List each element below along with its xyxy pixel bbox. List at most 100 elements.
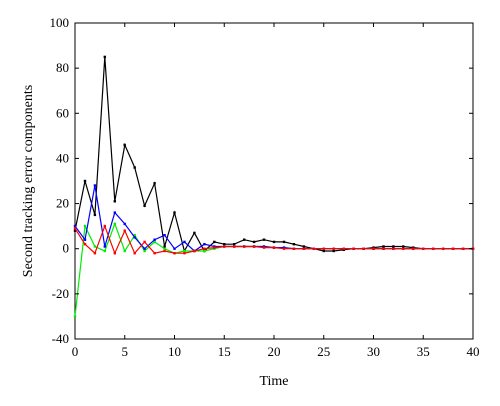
series-point-0 — [163, 245, 166, 248]
series-point-3 — [163, 249, 166, 253]
x-tick-label: 15 — [218, 344, 231, 359]
series-point-3 — [133, 252, 136, 255]
series-point-3 — [461, 247, 465, 250]
series-point-1 — [133, 234, 136, 237]
y-tick-label: 60 — [56, 105, 69, 120]
series-point-2 — [203, 243, 206, 246]
series-point-0 — [93, 213, 97, 217]
series-point-3 — [153, 252, 156, 255]
series-point-2 — [123, 222, 126, 226]
series-point-3 — [143, 240, 146, 244]
series-point-3 — [302, 247, 306, 250]
series-point-2 — [83, 238, 87, 241]
series-point-0 — [113, 200, 116, 203]
series-point-0 — [292, 243, 296, 246]
y-tick-label: 20 — [56, 196, 69, 211]
y-tick-label: 80 — [56, 60, 69, 75]
series-point-0 — [213, 240, 216, 244]
x-tick-label: 10 — [168, 344, 181, 359]
series-point-3 — [372, 247, 375, 250]
series-point-0 — [153, 182, 156, 185]
series-point-3 — [422, 247, 425, 250]
series-point-0 — [193, 231, 196, 235]
series-point-1 — [203, 249, 206, 253]
series-point-2 — [73, 224, 77, 228]
series-point-3 — [382, 247, 385, 250]
series-point-3 — [282, 247, 286, 250]
x-tick-label: 5 — [122, 344, 129, 359]
series-point-3 — [412, 247, 415, 250]
x-tick-label: 25 — [317, 344, 330, 359]
series-point-1 — [153, 240, 156, 244]
series-point-0 — [233, 243, 236, 246]
series-point-3 — [392, 247, 395, 250]
series-point-1 — [103, 249, 106, 253]
series-layer — [73, 55, 475, 318]
series-point-3 — [352, 247, 355, 250]
series-point-3 — [93, 252, 97, 255]
series-point-0 — [332, 249, 335, 253]
series-point-3 — [292, 247, 296, 250]
series-point-1 — [143, 249, 146, 253]
series-point-0 — [133, 166, 136, 169]
series-point-3 — [442, 247, 445, 250]
series-point-1 — [73, 315, 77, 318]
series-point-2 — [153, 238, 156, 241]
series-point-0 — [223, 243, 226, 246]
series-point-0 — [392, 245, 395, 248]
series-point-3 — [362, 247, 365, 250]
series-point-0 — [262, 238, 266, 241]
series-point-3 — [243, 245, 246, 248]
series-point-0 — [382, 245, 385, 248]
series-point-1 — [93, 245, 97, 248]
series-point-0 — [73, 229, 77, 232]
series-point-0 — [322, 249, 325, 253]
y-tick-label: -40 — [52, 331, 69, 346]
series-point-2 — [183, 240, 186, 244]
series-point-3 — [332, 247, 335, 250]
y-axis-label: Second tracking error components — [21, 85, 36, 277]
series-point-2 — [103, 245, 106, 248]
series-point-0 — [243, 238, 246, 241]
series-point-3 — [103, 224, 106, 228]
series-point-2 — [163, 234, 166, 237]
series-point-3 — [252, 245, 256, 248]
series-point-0 — [302, 245, 306, 248]
series-point-3 — [233, 245, 236, 248]
y-tick-label: 0 — [63, 241, 70, 256]
series-point-3 — [203, 247, 206, 250]
series-point-3 — [183, 252, 186, 255]
y-tick-label: 100 — [50, 15, 70, 30]
series-point-0 — [173, 211, 176, 214]
series-point-0 — [83, 179, 87, 183]
x-tick-label: 20 — [268, 344, 281, 359]
series-point-3 — [73, 227, 77, 230]
series-point-2 — [113, 211, 116, 214]
series-point-0 — [143, 204, 146, 207]
series-point-1 — [123, 249, 126, 253]
series-point-0 — [123, 143, 126, 147]
series-point-3 — [402, 247, 405, 250]
x-tick-label: 35 — [417, 344, 430, 359]
series-point-2 — [143, 247, 146, 250]
x-tick-label: 40 — [467, 344, 480, 359]
series-point-3 — [262, 246, 266, 249]
series-point-0 — [402, 245, 405, 248]
x-tick-label: 0 — [72, 344, 79, 359]
series-point-0 — [252, 240, 256, 244]
y-tick-label: -20 — [52, 286, 69, 301]
series-point-1 — [183, 249, 186, 253]
series-point-3 — [432, 247, 435, 250]
plot-area — [74, 22, 474, 340]
series-point-3 — [342, 247, 345, 250]
series-point-3 — [193, 249, 196, 253]
x-axis-ticks: 0 5 10 15 20 25 30 35 40 — [72, 23, 480, 359]
series-point-3 — [272, 246, 276, 249]
series-point-2 — [93, 184, 97, 187]
series-point-0 — [272, 240, 276, 244]
x-tick-label: 30 — [367, 344, 380, 359]
series-point-3 — [223, 245, 226, 248]
series-point-1 — [163, 247, 166, 250]
series-point-1 — [113, 222, 116, 226]
